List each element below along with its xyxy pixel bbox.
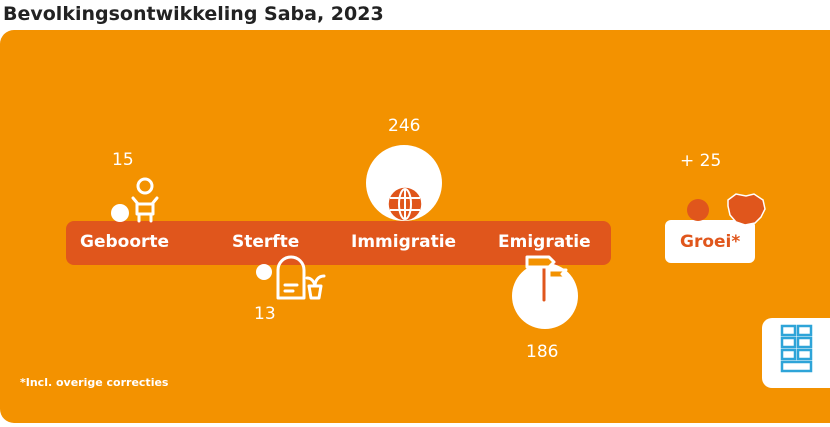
value-groei: + 25 <box>680 151 722 171</box>
geboorte-circle <box>111 204 129 222</box>
label-emigratie: Emigratie <box>498 232 591 252</box>
island-icon <box>727 193 766 226</box>
infographic-panel: Geboorte Sterfte Immigratie Emigratie 15… <box>0 30 830 423</box>
value-emigratie: 186 <box>526 342 559 362</box>
cbs-logo-icon <box>780 324 813 373</box>
gravestone-icon <box>276 255 306 300</box>
sterfte-circle <box>256 264 272 280</box>
baby-icon <box>131 177 159 223</box>
label-geboorte: Geboorte <box>80 232 170 252</box>
label-groei: Groei* <box>680 232 741 252</box>
label-immigratie: Immigratie <box>351 232 457 252</box>
label-sterfte: Sterfte <box>232 232 300 252</box>
signpost-icon <box>525 254 568 302</box>
globe-icon <box>388 187 422 221</box>
plant-icon <box>305 274 326 300</box>
page-title: Bevolkingsontwikkeling Saba, 2023 <box>3 3 384 25</box>
value-immigratie: 246 <box>388 116 421 136</box>
immigratie-circle <box>366 145 442 221</box>
flow-bar <box>66 221 611 265</box>
footnote: *Incl. overige correcties <box>20 376 169 389</box>
groei-circle <box>687 199 709 221</box>
groei-box <box>665 220 755 263</box>
value-geboorte: 15 <box>112 150 134 170</box>
value-sterfte: 13 <box>254 304 276 324</box>
